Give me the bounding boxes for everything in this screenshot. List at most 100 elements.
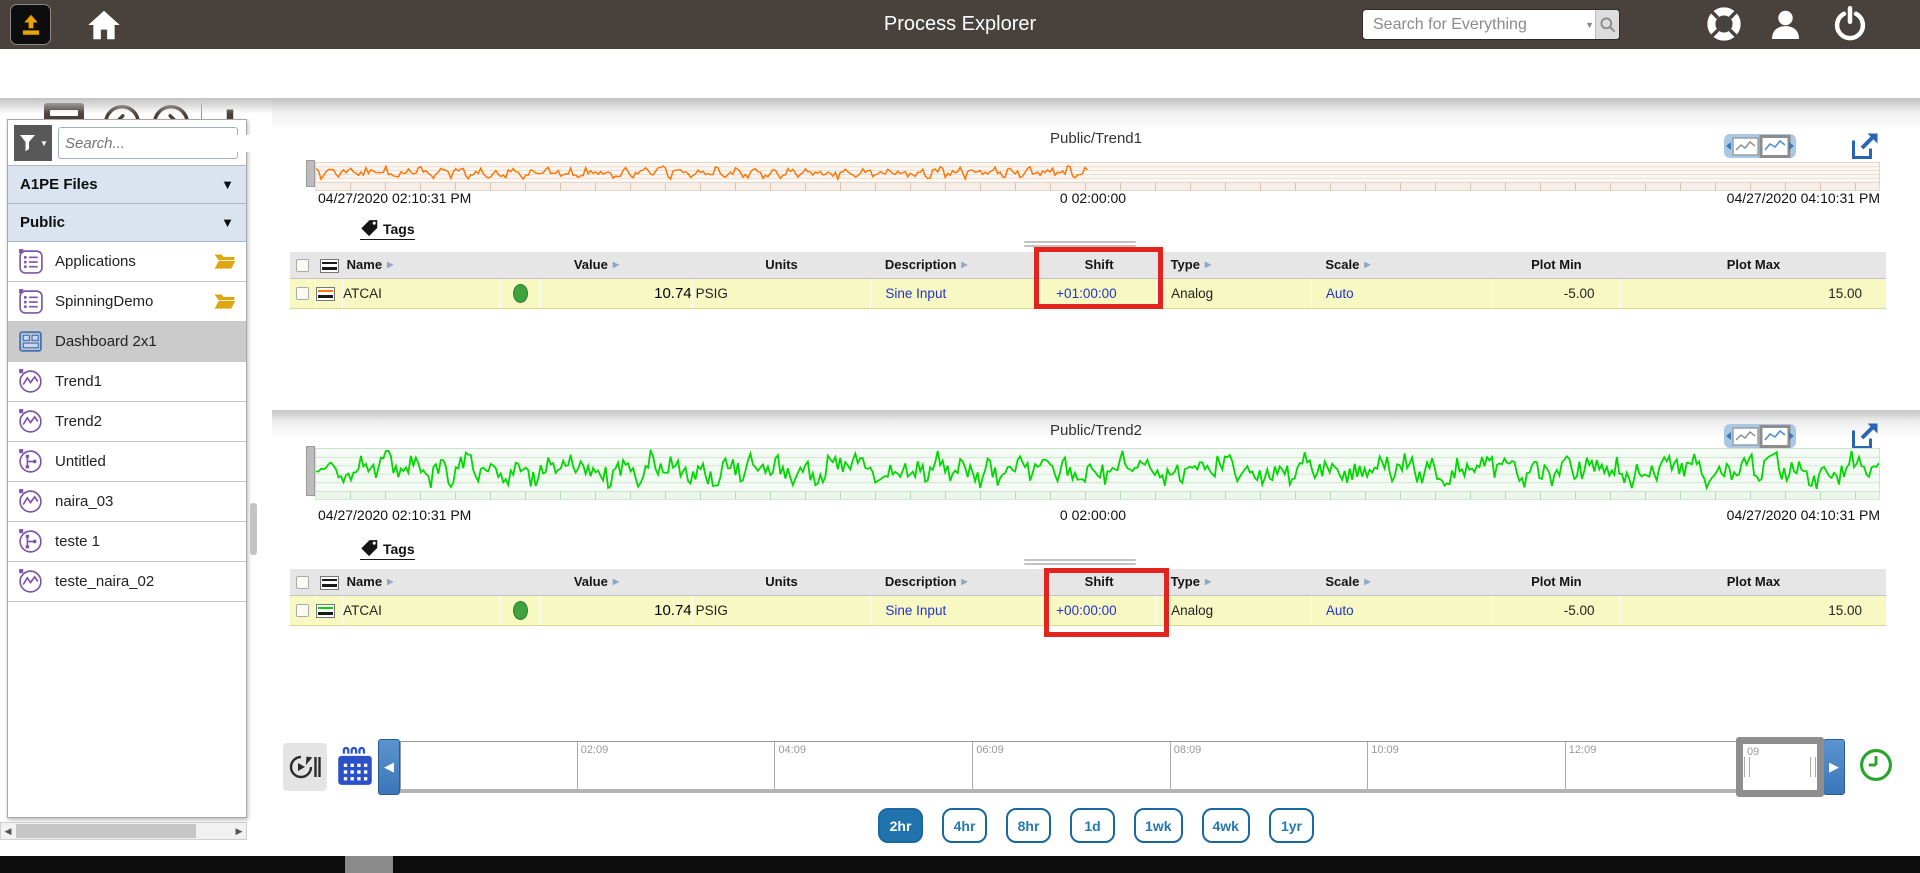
select-all-checkbox[interactable] <box>296 576 310 590</box>
header-plot-min[interactable]: Plot Min <box>1491 252 1621 279</box>
range-button-1d[interactable]: 1d <box>1070 808 1116 843</box>
header-scale[interactable]: Scale ▶ <box>1311 569 1492 596</box>
dashboard-toolbar: Dashboard 2x1 <box>0 49 1920 143</box>
realtime-clock-button[interactable] <box>1858 747 1894 783</box>
app-logo-button[interactable] <box>10 4 51 45</box>
range-button-8hr[interactable]: 8hr <box>1006 808 1052 843</box>
section-header-a1pe-files[interactable]: A1PE Files ▼ <box>8 166 246 204</box>
plot-max-cell: 15.00 <box>1620 278 1886 309</box>
header-plot-max[interactable]: Plot Max <box>1620 252 1886 279</box>
chart-carousel-toggle[interactable] <box>1724 422 1796 450</box>
sidebar-item-naira-03[interactable]: naira_03 <box>8 482 246 522</box>
sidebar-item-teste-1[interactable]: teste 1 <box>8 522 246 562</box>
scroll-right-arrow-icon[interactable]: ▶ <box>235 826 243 836</box>
header-units[interactable]: Units <box>692 252 871 279</box>
splitter-drag-handle[interactable] <box>1023 559 1136 566</box>
header-shift[interactable]: Shift <box>1041 568 1169 637</box>
slider-right-arrow[interactable]: ▶ <box>1823 739 1845 795</box>
strip-left-handle[interactable] <box>306 446 315 496</box>
scrollbar-thumb[interactable] <box>16 824 196 838</box>
trend1-sparkline[interactable] <box>315 162 1880 183</box>
export-trend-icon[interactable] <box>1850 421 1880 451</box>
header-units[interactable]: Units <box>692 569 871 596</box>
search-submit-button[interactable] <box>1595 10 1619 39</box>
taskbar-item[interactable] <box>345 856 393 873</box>
calendar-button[interactable] <box>336 745 374 789</box>
sidebar-item-applications[interactable]: Applications <box>8 242 246 282</box>
export-trend-icon[interactable] <box>1850 131 1880 161</box>
chevron-down-icon[interactable]: ▼ <box>221 177 234 192</box>
splitter-drag-handle[interactable] <box>1023 241 1136 248</box>
row-checkbox[interactable] <box>296 287 310 301</box>
scale-cell[interactable]: Auto <box>1310 595 1492 626</box>
description-cell[interactable]: Sine Input <box>870 595 1042 626</box>
header-name[interactable]: Name ▶ <box>342 252 501 279</box>
sort-arrow-icon: ▶ <box>1364 260 1371 270</box>
range-button-4wk[interactable]: 4wk <box>1201 808 1250 843</box>
range-button-1yr[interactable]: 1yr <box>1268 808 1314 843</box>
header-type[interactable]: Type ▶ <box>1156 569 1312 596</box>
header-value[interactable]: Value ▶ <box>500 569 693 596</box>
header-shift[interactable]: Shift <box>1033 247 1163 309</box>
trend2-overview-strip[interactable] <box>306 446 1880 500</box>
sidebar-item-teste-naira-02[interactable]: teste_naira_02 <box>8 562 246 602</box>
global-search-input[interactable] <box>1363 15 1584 34</box>
trend2-sparkline[interactable] <box>315 448 1880 492</box>
header-plot-max[interactable]: Plot Max <box>1620 569 1886 596</box>
filter-button[interactable]: ▼ <box>14 125 52 161</box>
scale-cell[interactable]: Auto <box>1310 278 1492 309</box>
sidebar-item-trend2[interactable]: Trend2 <box>8 402 246 442</box>
range-button-4hr[interactable]: 4hr <box>942 808 988 843</box>
tag-row-atcai[interactable]: ATCAI 10.74 PSIG Sine Input +00:00:00 An… <box>290 595 1886 626</box>
open-folder-icon[interactable] <box>213 252 237 272</box>
selected-range-window[interactable]: 09 <box>1736 737 1824 797</box>
sidebar-item-label: naira_03 <box>55 493 114 510</box>
sidebar-item-untitled[interactable]: Untitled <box>8 442 246 482</box>
open-folder-icon[interactable] <box>213 292 237 312</box>
user-account-button[interactable] <box>1766 6 1802 42</box>
range-button-2hr[interactable]: 2hr <box>878 808 924 843</box>
header-description[interactable]: Description ▶ <box>870 569 1042 596</box>
chart-carousel-toggle[interactable] <box>1724 132 1796 160</box>
header-value[interactable]: Value ▶ <box>500 252 693 279</box>
tag-row-atcai[interactable]: ATCAI 10.74 PSIG Sine Input +01:00:00 An… <box>290 278 1886 309</box>
home-button[interactable] <box>86 7 122 43</box>
help-button[interactable] <box>1706 6 1742 42</box>
section-header-public[interactable]: Public ▼ <box>8 204 246 242</box>
header-description[interactable]: Description ▶ <box>870 252 1042 279</box>
header-type[interactable]: Type ▶ <box>1156 252 1312 279</box>
sidebar-search-input[interactable] <box>59 134 272 152</box>
chevron-down-icon[interactable]: ▼ <box>221 215 234 230</box>
slider-left-arrow[interactable]: ◀ <box>378 739 400 795</box>
range-button-1wk[interactable]: 1wk <box>1134 808 1183 843</box>
description-cell[interactable]: Sine Input <box>870 278 1042 309</box>
window-time-label: 09 <box>1747 746 1760 758</box>
sidebar-vertical-scrollbar[interactable] <box>250 503 257 555</box>
sidebar-item-trend1[interactable]: Trend1 <box>8 362 246 402</box>
sidebar-item-spinningdemo[interactable]: SpinningDemo <box>8 282 246 322</box>
tags-link[interactable]: Tags <box>360 538 415 560</box>
playback-mode-button[interactable] <box>283 743 327 791</box>
sort-arrow-icon: ▶ <box>961 260 968 270</box>
logout-button[interactable] <box>1832 6 1868 42</box>
slider-track[interactable]: 02:09 04:09 06:09 08:09 10:09 12:09 <box>400 741 1823 793</box>
window-left-grip[interactable] <box>1744 757 1750 777</box>
header-name[interactable]: Name ▶ <box>342 569 501 596</box>
file-browser-sidebar: ▼ A1PE Files ▼ Public ▼ Applications <box>7 119 272 818</box>
header-plot-min[interactable]: Plot Min <box>1491 569 1621 596</box>
legend-header-cell <box>315 252 343 279</box>
sidebar-item-dashboard-2x1[interactable]: Dashboard 2x1 <box>8 322 246 362</box>
trend1-overview-strip[interactable] <box>306 160 1880 191</box>
shift-cell[interactable]: +01:00:00 <box>1041 278 1157 309</box>
scroll-left-arrow-icon[interactable]: ◀ <box>4 826 12 836</box>
filter-caret-icon: ▼ <box>40 138 48 148</box>
select-all-checkbox[interactable] <box>296 259 310 273</box>
sidebar-horizontal-scrollbar[interactable]: ◀ ▶ <box>0 822 247 840</box>
window-right-grip[interactable] <box>1810 757 1816 777</box>
row-checkbox[interactable] <box>296 604 310 618</box>
search-dropdown-caret-icon[interactable]: ▼ <box>1585 19 1595 30</box>
tags-link[interactable]: Tags <box>360 218 415 240</box>
strip-left-handle[interactable] <box>306 160 315 187</box>
shift-cell[interactable]: +00:00:00 <box>1041 595 1157 626</box>
header-scale[interactable]: Scale ▶ <box>1311 252 1492 279</box>
